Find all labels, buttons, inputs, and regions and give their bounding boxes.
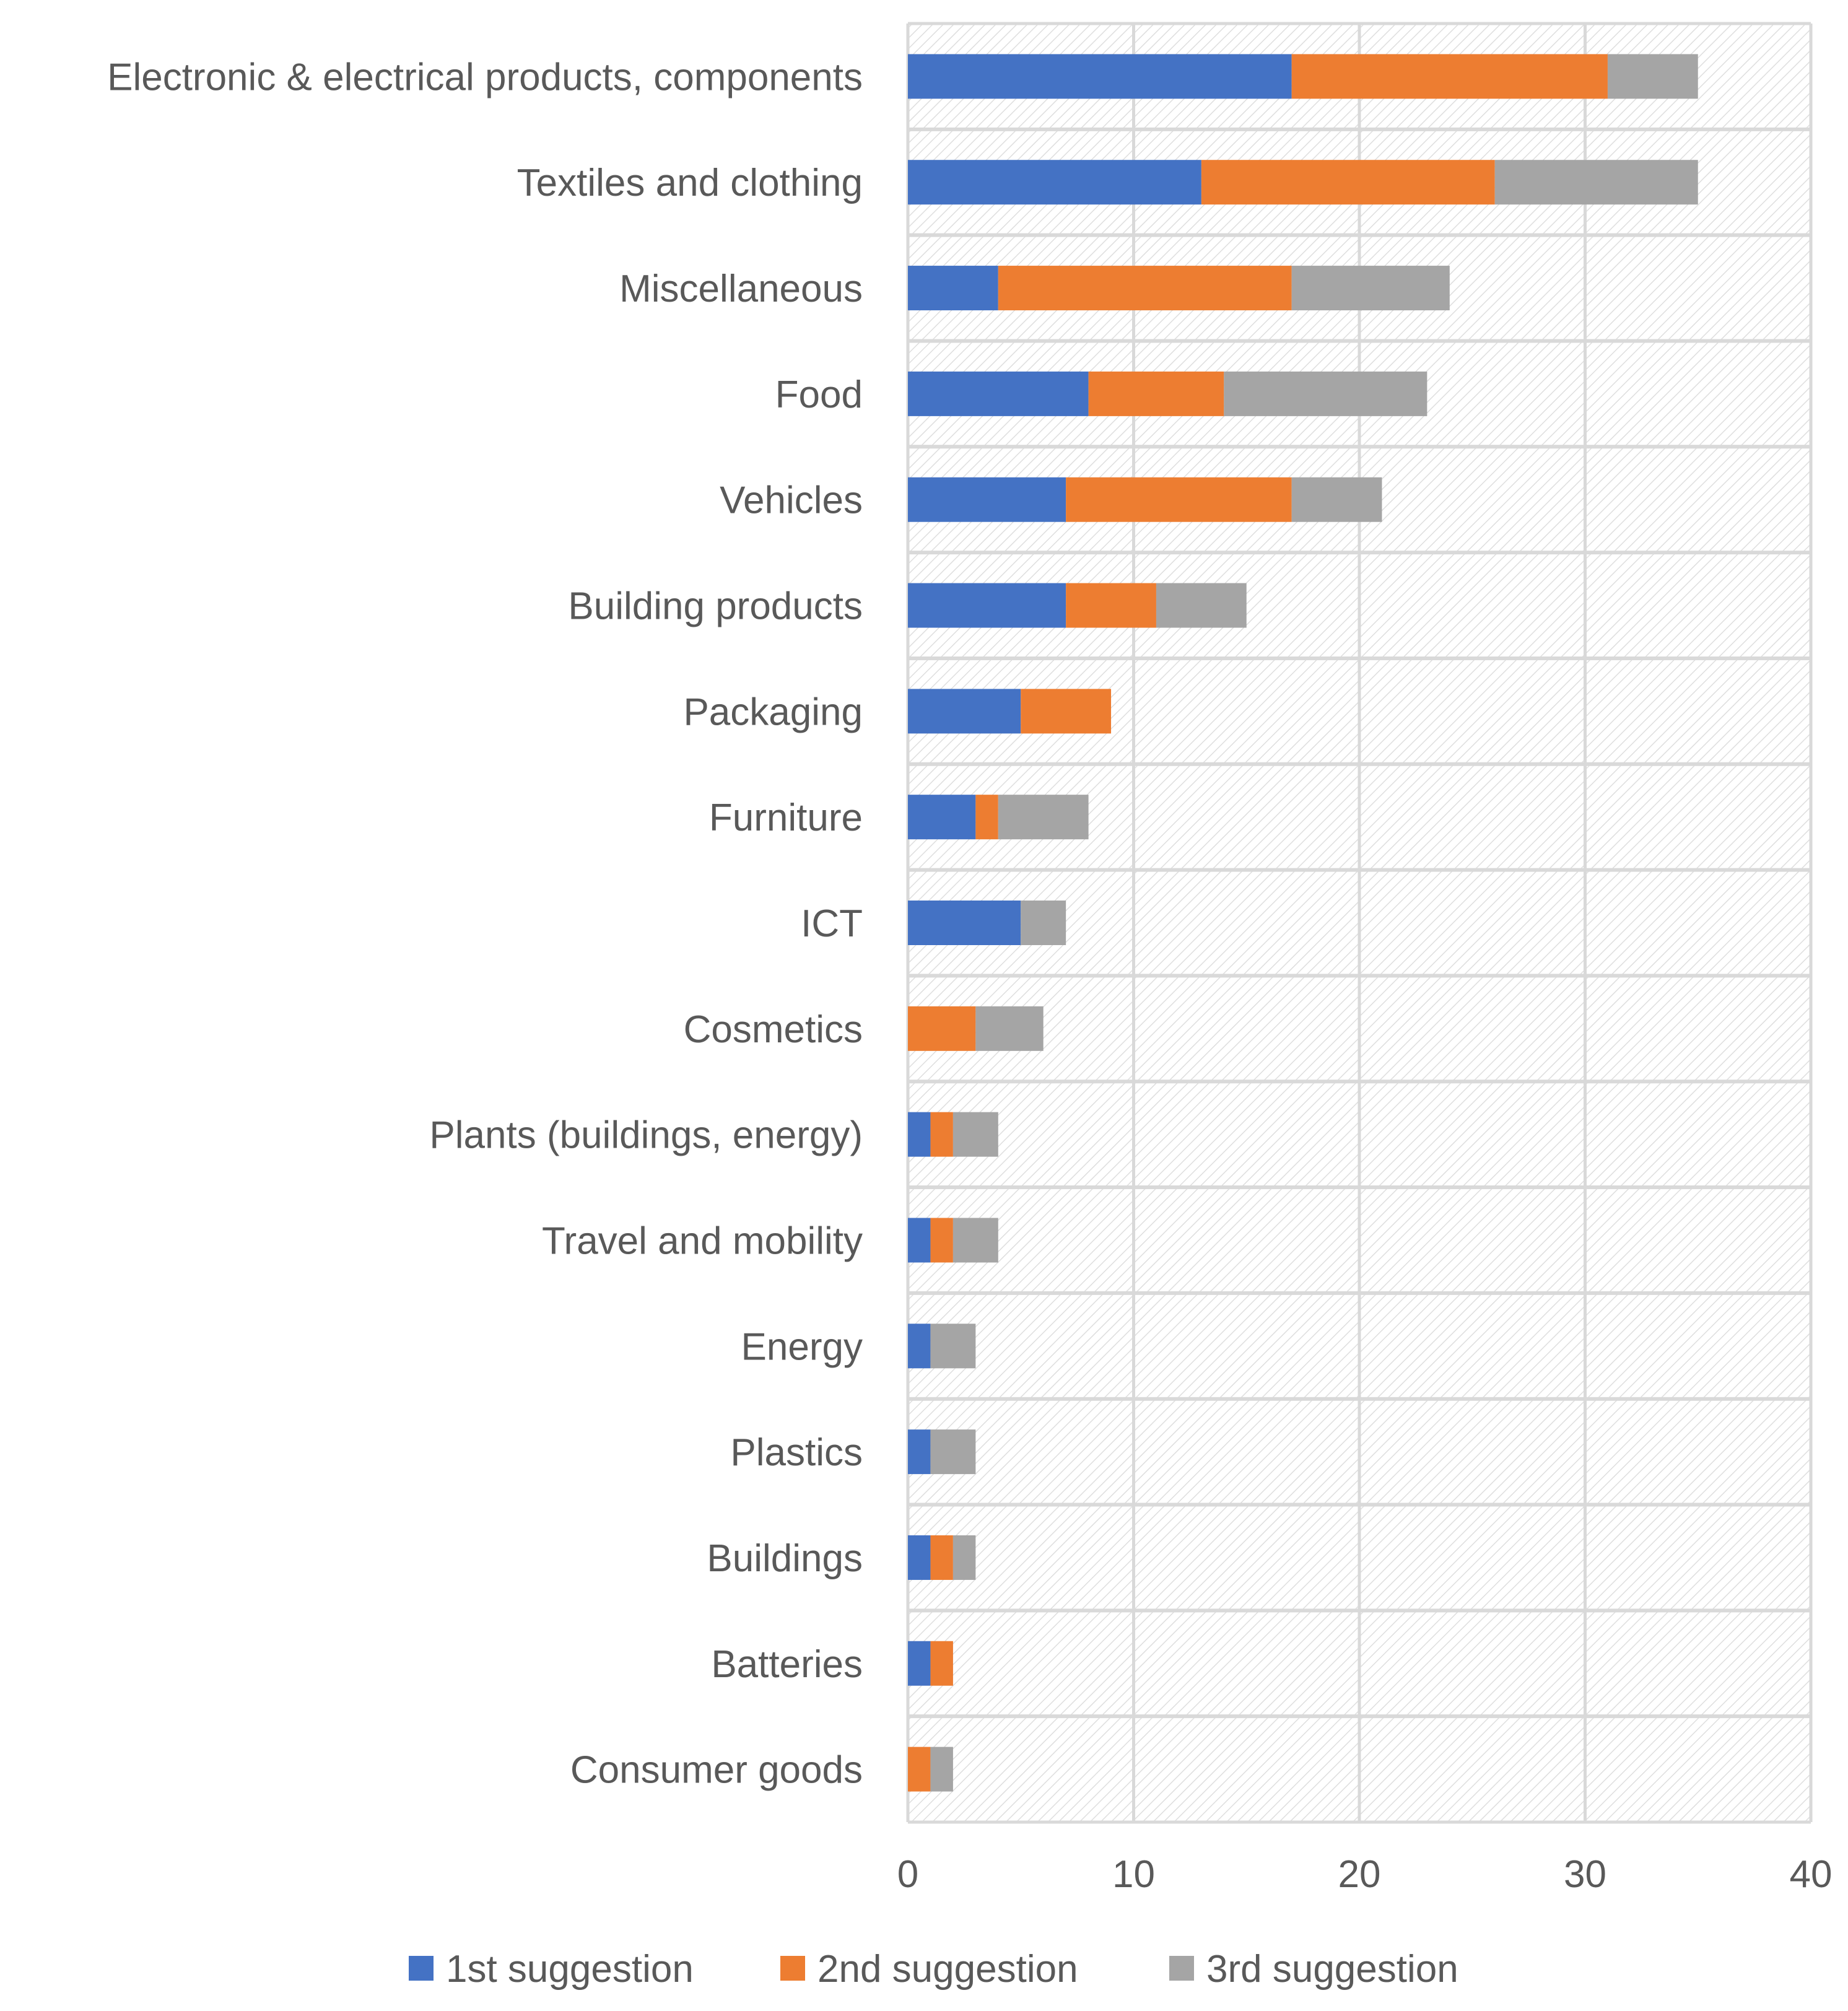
bar-segment-series-3 — [1021, 901, 1066, 945]
legend-swatch — [1169, 1956, 1194, 1981]
category-label: Furniture — [709, 796, 863, 839]
category-label: Electronic & electrical products, compon… — [107, 56, 863, 98]
bar-segment-series-2 — [1088, 371, 1224, 416]
bar-segment-series-2 — [1066, 583, 1156, 628]
bar-segment-series-1 — [908, 477, 1066, 522]
bar-segment-series-3 — [952, 1112, 998, 1157]
bar-segment-series-2 — [908, 1006, 976, 1051]
bar-segment-series-2 — [930, 1218, 953, 1263]
bar-segment-series-3 — [930, 1324, 976, 1369]
bar-segment-series-3 — [930, 1429, 976, 1475]
bar-segment-series-1 — [908, 266, 998, 311]
bar-segment-series-3 — [1291, 266, 1450, 311]
bar-segment-series-1 — [908, 1641, 931, 1686]
bar-segment-series-1 — [908, 1324, 931, 1369]
x-tick-label: 20 — [1338, 1853, 1381, 1896]
bar-segment-series-2 — [1291, 54, 1608, 99]
bar-segment-series-2 — [1021, 689, 1112, 734]
bar-segment-series-3 — [1291, 477, 1382, 522]
category-label: Miscellaneous — [619, 268, 863, 310]
x-tick-label: 10 — [1112, 1853, 1155, 1896]
category-label: Buildings — [707, 1537, 863, 1580]
bar-segment-series-1 — [908, 1218, 931, 1263]
bar-segment-series-1 — [908, 583, 1066, 628]
bar-segment-series-2 — [930, 1112, 953, 1157]
legend-label: 1st suggestion — [446, 1948, 694, 1991]
category-label: Vehicles — [720, 479, 863, 522]
bar-segment-series-2 — [1066, 477, 1292, 522]
bar-segment-series-1 — [908, 795, 976, 840]
category-label: Batteries — [711, 1643, 863, 1686]
category-label: Plastics — [730, 1431, 863, 1474]
bar-segment-series-3 — [1607, 54, 1698, 99]
bar-segment-series-1 — [908, 1429, 931, 1475]
category-label: Travel and mobility — [542, 1219, 863, 1262]
bar-segment-series-2 — [930, 1641, 953, 1686]
bar-segment-series-2 — [930, 1535, 953, 1580]
legend-label: 2nd suggestion — [817, 1948, 1078, 1991]
bar-segment-series-1 — [908, 901, 1021, 945]
bar-segment-series-1 — [908, 689, 1021, 734]
bar-segment-series-1 — [908, 1112, 931, 1157]
category-label: Building products — [568, 585, 863, 628]
x-tick-label: 0 — [897, 1853, 918, 1896]
bar-segment-series-1 — [908, 371, 1089, 416]
category-label: Consumer goods — [570, 1749, 863, 1792]
legend-label: 3rd suggestion — [1206, 1948, 1458, 1991]
bar-segment-series-2 — [998, 266, 1292, 311]
legend-swatch — [780, 1956, 805, 1981]
bar-segment-series-3 — [975, 1006, 1044, 1051]
bar-segment-series-1 — [908, 54, 1292, 99]
bar-segment-series-2 — [1201, 160, 1495, 205]
category-label: Textiles and clothing — [517, 162, 863, 204]
category-labels: Electronic & electrical products, compon… — [107, 56, 863, 1791]
x-tick-label: 40 — [1790, 1853, 1833, 1896]
x-tick-label: 30 — [1564, 1853, 1606, 1896]
gridlines — [906, 22, 1813, 1824]
category-label: ICT — [801, 902, 863, 945]
bar-segment-series-2 — [975, 795, 998, 840]
legend: 1st suggestion 2nd suggestion 3rd suggesti… — [409, 1948, 1458, 1991]
bar-segment-series-3 — [1494, 160, 1698, 205]
category-label: Packaging — [683, 691, 863, 733]
bar-segment-series-3 — [998, 795, 1089, 840]
category-label: Food — [775, 373, 863, 416]
x-axis-tick-labels: 0 10 20 30 40 — [897, 1853, 1833, 1896]
bar-segment-series-3 — [930, 1747, 953, 1792]
category-label: Plants (buildings, energy) — [429, 1114, 863, 1157]
bar-segment-series-1 — [908, 1535, 931, 1580]
category-label: Energy — [741, 1325, 863, 1368]
bar-segment-series-3 — [952, 1535, 976, 1580]
category-label: Cosmetics — [684, 1008, 863, 1051]
bar-segment-series-3 — [1156, 583, 1247, 628]
bars — [908, 54, 1698, 1792]
legend-swatch — [409, 1956, 434, 1981]
bar-segment-series-3 — [1224, 371, 1427, 416]
bar-segment-series-1 — [908, 160, 1201, 205]
bar-segment-series-3 — [952, 1218, 998, 1263]
bar-segment-series-2 — [908, 1747, 931, 1792]
